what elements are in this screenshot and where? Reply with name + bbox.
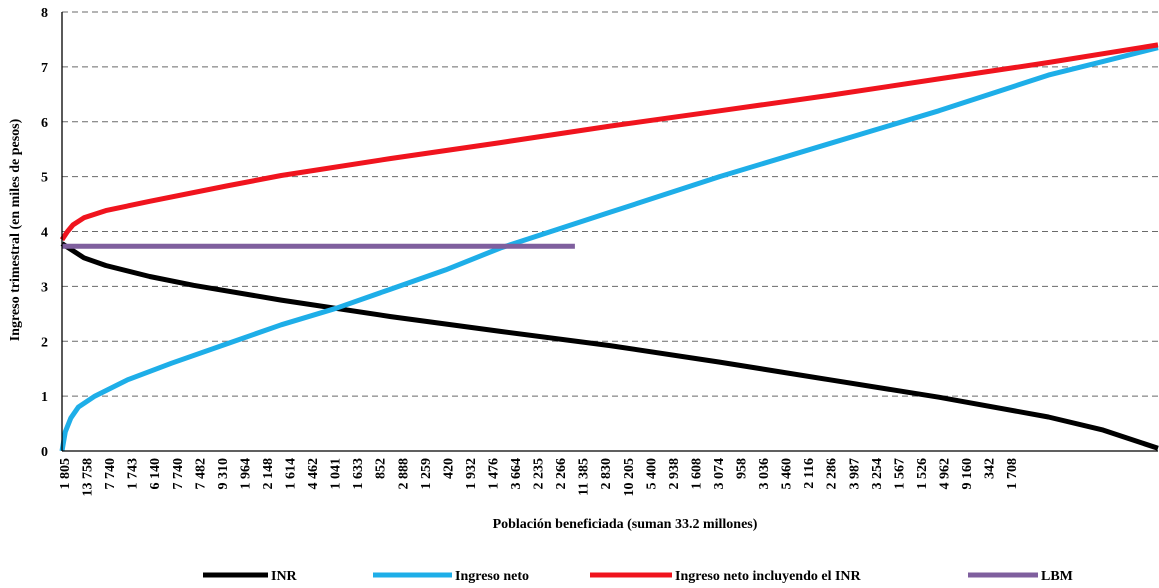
legend-label: LBM [1041,569,1073,584]
x-tick-labels: 1 805 13 758 7 740 1 743 6 140 7 740 7 482 9 31… [58,458,1020,497]
x-tick-label: 9 160 [960,458,975,490]
x-tick-label: 958 [735,458,750,479]
x-tick-label: 10 205 [622,458,637,497]
x-tick-label: 9 310 [216,458,231,490]
x-tick-label: 2 148 [261,458,276,490]
legend: INR Ingreso neto Ingreso neto incluyendo e… [203,569,1073,584]
legend-label: Ingreso neto [455,569,529,584]
y-tick-label: 5 [41,171,48,186]
x-tick-label: 1 041 [329,458,344,490]
axes [61,12,1158,452]
x-tick-label: 6 140 [148,458,163,490]
x-tick-label: 1 633 [351,458,366,490]
x-tick-label: 1 476 [486,458,501,490]
x-tick-label: 420 [441,458,456,479]
y-tick-label: 2 [41,335,48,350]
x-tick-label: 3 987 [847,458,862,490]
x-tick-label: 2 266 [554,458,569,490]
x-tick-label: 3 254 [870,458,885,490]
series-line-1 [59,45,1159,452]
x-tick-label: 1 259 [419,458,434,490]
x-tick-label: 13 758 [81,458,96,497]
y-tick-label: 7 [41,61,48,76]
x-tick-label: 1 743 [126,458,141,490]
x-tick-label: 342 [983,458,998,479]
x-tick-label: 1 932 [464,458,479,490]
series-line-2 [59,42,1159,242]
series-lines [59,42,1159,452]
x-tick-label: 1 567 [892,458,907,490]
x-tick-label: 2 116 [802,458,817,489]
x-tick-label: 5 460 [780,458,795,490]
x-axis-title: Población beneficiada (suman 33.2 millon… [493,517,758,532]
x-tick-label: 1 526 [915,458,930,490]
y-tick-label: 8 [41,6,48,21]
x-tick-label: 2 888 [396,458,411,490]
x-tick-label: 7 740 [103,458,118,490]
legend-label: Ingreso neto incluyendo el INR [675,569,862,584]
x-tick-label: 1 805 [58,458,73,490]
y-tick-label: 4 [41,226,48,241]
y-axis-title: Ingreso trimestral (en miles de pesos) [8,118,23,341]
x-tick-label: 3 664 [509,458,524,490]
series-line-0 [60,241,1159,451]
y-tick-label: 1 [41,390,48,405]
legend-label: INR [271,569,298,584]
y-tick-label: 3 [41,280,48,295]
y-tick-label: 0 [41,445,48,460]
x-tick-label: 3 036 [757,458,772,490]
x-tick-label: 2 938 [667,458,682,490]
x-tick-label: 4 962 [937,458,952,490]
x-tick-label: 2 286 [825,458,840,490]
x-tick-label: 1 608 [689,458,704,490]
x-tick-label: 11 385 [577,458,592,496]
x-tick-label: 5 400 [644,458,659,490]
x-tick-label: 4 462 [306,458,321,490]
gridlines [62,11,1158,397]
x-tick-label: 7 482 [193,458,208,490]
x-tick-label: 2 830 [599,458,614,490]
y-tick-labels: 0 1 2 3 4 5 6 7 8 [41,6,48,460]
x-tick-label: 7 740 [171,458,186,490]
x-tick-label: 1 964 [238,458,253,490]
y-tick-label: 6 [41,116,48,131]
x-tick-label: 3 074 [712,458,727,490]
x-tick-label: 2 235 [532,458,547,490]
x-tick-label: 1 708 [1005,458,1020,490]
x-tick-label: 1 614 [284,458,299,490]
x-tick-label: 852 [374,458,389,479]
